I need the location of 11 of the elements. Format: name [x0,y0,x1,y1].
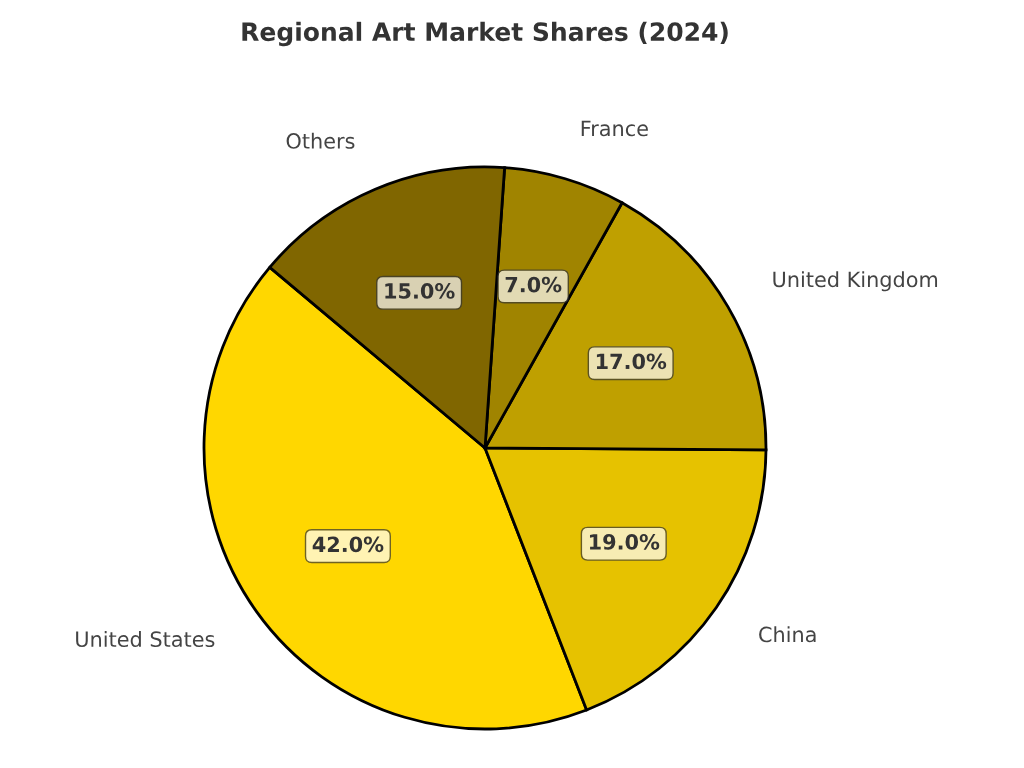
data-label: 17.0% [596,353,667,370]
slice-label: France [581,120,648,137]
data-label: 7.0% [505,276,562,293]
slice-label: United Kingdom [773,271,938,292]
data-label: 19.0% [589,534,660,550]
chart-title: Regional Art Market Shares (2024) [242,21,728,47]
slice-label: United States [76,630,215,648]
data-label: 15.0% [385,283,455,299]
data-label: 42.0% [312,536,384,553]
slice-label: China [759,626,816,643]
slice-label: Others [286,132,355,149]
